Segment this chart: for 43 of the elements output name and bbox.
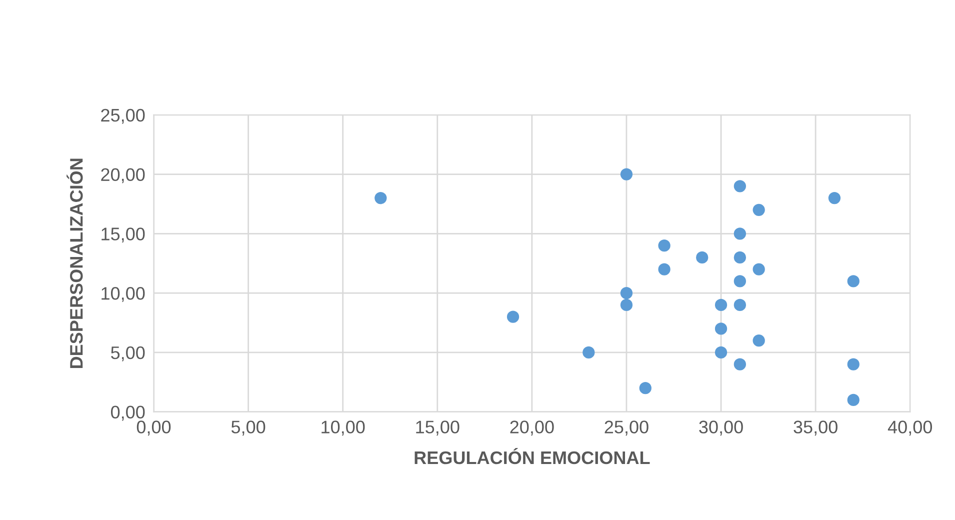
point (639, 382, 652, 394)
point (847, 358, 860, 370)
point (734, 298, 746, 312)
point (620, 287, 633, 300)
x-tick-label: 10,00 (322, 420, 365, 436)
point (752, 334, 765, 347)
point (752, 263, 765, 276)
point (734, 358, 746, 370)
point (847, 275, 860, 288)
y-tick-label: 0,00 (110, 406, 145, 421)
point (374, 192, 387, 204)
y-tick-label: 5,00 (111, 346, 145, 362)
x-tick-label: 40,00 (888, 420, 932, 436)
point (658, 239, 670, 252)
x-tick-label: 5,00 (231, 420, 266, 436)
point (696, 251, 708, 264)
point (734, 275, 746, 288)
x-tick-label: 30,00 (699, 420, 743, 436)
point (714, 322, 728, 335)
x-tick-label: 35,00 (794, 420, 838, 436)
y-tick-label: 10,00 (102, 287, 145, 302)
point (752, 204, 765, 216)
point (734, 228, 746, 240)
y-tick-label: 20,00 (101, 168, 145, 184)
x-axis-title: REGULACIÓN EMOCIONAL (414, 448, 650, 464)
point (714, 346, 728, 359)
point (734, 180, 746, 192)
point (847, 394, 860, 406)
x-tick-label: 0,00 (136, 420, 171, 436)
point (620, 298, 633, 312)
point (714, 298, 728, 312)
x-tick-label: 15,00 (416, 420, 460, 436)
x-tick-label: 25,00 (604, 420, 648, 436)
y-tick-label: 15,00 (102, 228, 145, 243)
y-tick-label: 25,00 (101, 108, 145, 124)
point (582, 346, 595, 359)
point (620, 168, 633, 180)
point (506, 310, 520, 323)
point (828, 192, 841, 204)
point (734, 251, 746, 264)
point (658, 263, 670, 276)
x-tick-label: 20,00 (510, 420, 554, 436)
y-axis-title: DESPERSONALIZACIÓN (66, 158, 83, 368)
